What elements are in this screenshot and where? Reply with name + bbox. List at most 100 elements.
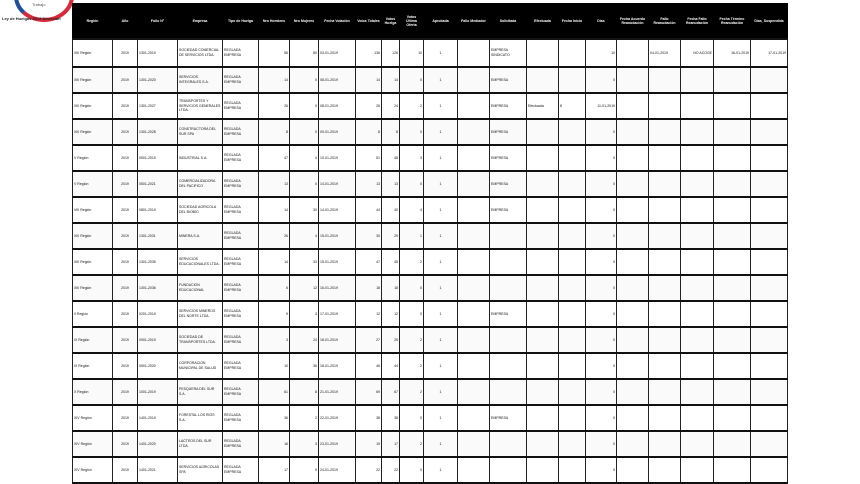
column-header[interactable]: Solicitada — [489, 3, 527, 40]
table-cell[interactable]: 1301-2036 — [137, 274, 178, 302]
table-cell[interactable] — [648, 430, 681, 458]
table-cell[interactable] — [457, 300, 490, 328]
table-cell[interactable]: 2 — [399, 248, 424, 276]
table-cell[interactable] — [750, 430, 788, 458]
table-cell[interactable] — [680, 66, 714, 94]
table-cell[interactable] — [616, 118, 649, 146]
column-header[interactable]: Votos Totales — [355, 3, 382, 40]
table-cell[interactable]: 0 — [399, 404, 424, 432]
table-cell[interactable]: 25 — [381, 326, 400, 354]
table-cell[interactable]: EMPRESA — [489, 196, 527, 224]
table-cell[interactable] — [750, 300, 788, 328]
table-cell[interactable]: 27 — [355, 326, 382, 354]
table-cell[interactable]: FORESTAL LOS RIOS S.A. — [177, 404, 223, 432]
table-cell[interactable]: 40 — [381, 196, 400, 224]
table-cell[interactable]: II Región — [72, 300, 113, 328]
table-cell[interactable]: XIII Región — [72, 274, 113, 302]
table-cell[interactable]: 2019 — [112, 430, 138, 458]
table-cell[interactable]: 2019 — [112, 274, 138, 302]
table-cell[interactable] — [616, 326, 649, 354]
table-cell[interactable]: 67 — [381, 378, 400, 406]
table-cell[interactable] — [680, 404, 714, 432]
column-header[interactable]: Fecha Votación — [318, 3, 356, 40]
table-cell[interactable]: XIII Región — [72, 248, 113, 276]
table-cell[interactable]: 04-01-2019 — [648, 38, 681, 68]
table-cell[interactable] — [616, 170, 649, 198]
table-cell[interactable]: 33 — [289, 248, 319, 276]
table-cell[interactable]: 3 — [289, 300, 319, 328]
table-cell[interactable]: 30 — [289, 196, 319, 224]
table-cell[interactable]: EMPRESA — [489, 170, 527, 198]
table-cell[interactable]: 26 — [258, 92, 290, 120]
table-cell[interactable] — [457, 222, 490, 250]
table-cell[interactable] — [713, 326, 751, 354]
table-cell[interactable]: 1 — [423, 248, 458, 276]
table-cell[interactable]: 14 — [258, 196, 290, 224]
table-cell[interactable]: 0501-2021 — [137, 170, 178, 198]
table-cell[interactable]: 2019 — [112, 38, 138, 68]
table-cell[interactable]: 8 — [381, 118, 400, 146]
table-cell[interactable] — [616, 38, 649, 68]
table-cell[interactable]: 80 — [289, 38, 319, 68]
table-cell[interactable]: XIII Región — [72, 66, 113, 94]
table-cell[interactable]: 26 — [355, 92, 382, 120]
table-cell[interactable]: 3 — [399, 144, 424, 172]
table-cell[interactable]: 2019 — [112, 300, 138, 328]
table-cell[interactable]: 2019 — [112, 118, 138, 146]
table-cell[interactable]: REGLADA EMPRESA — [222, 274, 259, 302]
table-cell[interactable] — [526, 300, 559, 328]
table-cell[interactable] — [648, 300, 681, 328]
table-cell[interactable]: 1 — [423, 300, 458, 328]
table-cell[interactable]: 48 — [381, 144, 400, 172]
table-cell[interactable] — [526, 274, 559, 302]
table-cell[interactable]: REGLADA EMPRESA — [222, 248, 259, 276]
table-cell[interactable]: SOCIEDAD AGRICOLA DEL BIOBIO — [177, 196, 223, 224]
table-cell[interactable]: 13 — [381, 170, 400, 198]
table-cell[interactable] — [680, 222, 714, 250]
table-cell[interactable] — [489, 352, 527, 380]
table-cell[interactable]: 13 — [355, 170, 382, 198]
table-cell[interactable]: 0 — [585, 404, 617, 432]
table-cell[interactable]: 0 — [585, 222, 617, 250]
table-cell[interactable]: EMPRESA SINDICATO — [489, 38, 527, 68]
table-cell[interactable] — [457, 430, 490, 458]
table-cell[interactable] — [489, 326, 527, 354]
table-cell[interactable] — [750, 352, 788, 380]
column-header[interactable]: Votos Huelga — [381, 3, 400, 40]
table-cell[interactable]: 1 — [423, 456, 458, 484]
table-cell[interactable] — [713, 144, 751, 172]
table-cell[interactable] — [526, 404, 559, 432]
table-cell[interactable] — [750, 404, 788, 432]
table-cell[interactable]: SOCIEDAD COMERCIAL DE SERVICIOS LTDA. — [177, 38, 223, 68]
table-cell[interactable]: 0 — [289, 118, 319, 146]
table-cell[interactable] — [680, 352, 714, 380]
table-cell[interactable] — [648, 378, 681, 406]
table-cell[interactable]: SERVICIOS MINEROS DEL NORTE LTDA. — [177, 300, 223, 328]
table-cell[interactable]: 10 — [258, 352, 290, 380]
column-header[interactable]: Días_Suspendida — [750, 3, 788, 40]
table-cell[interactable]: REGLADA EMPRESA — [222, 430, 259, 458]
column-header[interactable]: Nro Hombres — [258, 3, 290, 40]
table-cell[interactable] — [750, 222, 788, 250]
table-cell[interactable] — [648, 144, 681, 172]
table-cell[interactable]: 0 — [399, 456, 424, 484]
table-cell[interactable]: 17-01-2019 — [318, 300, 356, 328]
table-cell[interactable]: 22 — [381, 456, 400, 484]
table-cell[interactable] — [713, 248, 751, 276]
table-cell[interactable]: 6 — [258, 274, 290, 302]
table-cell[interactable]: 2019 — [112, 170, 138, 198]
table-cell[interactable]: V Región — [72, 170, 113, 198]
table-cell[interactable]: IX Región — [72, 326, 113, 354]
column-header[interactable]: Empresa — [177, 3, 223, 40]
table-cell[interactable]: 1 — [423, 378, 458, 406]
table-cell[interactable]: 44 — [355, 196, 382, 224]
table-cell[interactable]: EMPRESA — [489, 66, 527, 94]
table-cell[interactable] — [558, 430, 586, 458]
table-cell[interactable]: 1 — [423, 430, 458, 458]
table-cell[interactable] — [558, 222, 586, 250]
table-cell[interactable]: 9 — [258, 300, 290, 328]
table-cell[interactable]: 2019 — [112, 456, 138, 484]
table-cell[interactable]: REGLADA EMPRESA — [222, 92, 259, 120]
table-cell[interactable] — [526, 118, 559, 146]
table-cell[interactable]: REGLADA EMPRESA — [222, 144, 259, 172]
